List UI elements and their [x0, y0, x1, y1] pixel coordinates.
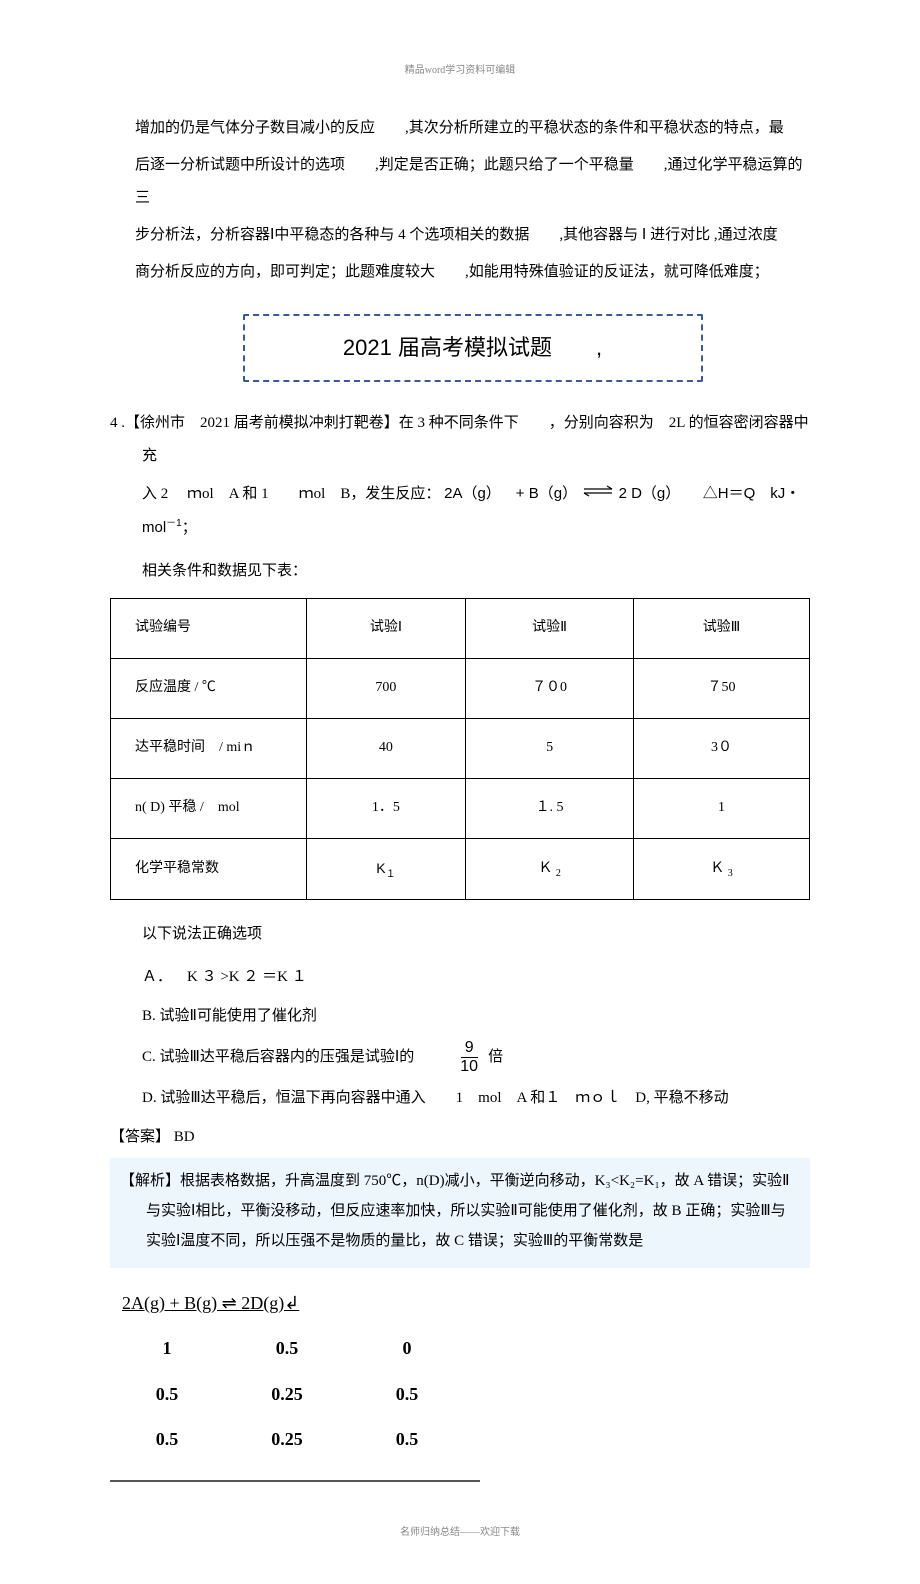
q4-stem-line-1: 4 .【徐州市 2021 届考前模拟冲刺打靶卷】在 3 种不同条件下 ，分别向容… — [110, 407, 810, 473]
eq-cell: 1 — [122, 1329, 212, 1369]
answer-label: 【答案】 BD — [110, 1121, 810, 1154]
k-label: Ｋ — [538, 861, 552, 876]
eq-cell: 0.5 — [122, 1420, 212, 1460]
fraction-denominator: 10 — [456, 1058, 482, 1076]
explain-line-1: 【解析】根据表格数据，升高温度到 750℃，n(D)减小，平衡逆向移动，K₃<K… — [120, 1166, 800, 1196]
eq-row: 1 0.5 0 — [122, 1329, 452, 1369]
explain-line-3: 实验Ⅰ温度不同，所以压强不是物质的量比，故 C 错误；实验Ⅲ的平衡常数是 — [120, 1226, 800, 1256]
q4-stem-line-2: 入 2 ｍol A 和 1 ｍol B，发生反应： 2A（g） + B（g） 2… — [110, 477, 810, 545]
th-3: 试验Ⅲ — [634, 599, 810, 659]
cell: 3０ — [634, 719, 810, 779]
cell: K１ — [306, 838, 465, 900]
k-sub: 2 — [556, 867, 561, 878]
th-2: 试验Ⅱ — [466, 599, 634, 659]
eq-cell: 0.5 — [122, 1375, 212, 1415]
eq-cell: 0.25 — [242, 1375, 332, 1415]
q4-stem-2b: 2A（g） + B（g） — [444, 485, 577, 502]
main-content: 增加的仍是气体分子数目减小的反应 ,其次分析所建立的平稳状态的条件和平稳状态的特… — [0, 112, 920, 1482]
fraction: 9 10 — [456, 1039, 482, 1075]
table-header-row: 试验编号 试验Ⅰ 试验Ⅱ 试验Ⅲ — [111, 599, 810, 659]
eq-header-row: 2A(g) + B(g) ⇌ 2D(g)↲ — [122, 1284, 452, 1324]
cell: 1．5 — [306, 778, 465, 838]
intro-line-4: 商分析反应的方向，即可判定；此题难度较大 ,如能用特殊值验证的反证法，就可降低难… — [135, 256, 810, 289]
option-c-pre: C. 试验Ⅲ达平稳后容器内的压强是试验Ⅰ的 — [142, 1041, 414, 1074]
explain-line-2: 与实验Ⅰ相比，平衡没移动，但反应速率加快，所以实验Ⅱ可能使用了催化剂，故 B 正… — [120, 1196, 800, 1226]
eq-cell: 0.5 — [362, 1420, 452, 1460]
cell: Ｋ 3 — [634, 838, 810, 900]
eq-header: 2A(g) + B(g) ⇌ 2D(g)↲ — [122, 1284, 432, 1324]
equilibrium-arrow-icon — [581, 478, 615, 511]
eq-row: 0.5 0.25 0.5 — [122, 1420, 452, 1460]
page-header-watermark: 精品word学习资料可编辑 — [0, 60, 920, 82]
cell: ７０0 — [466, 659, 634, 719]
q4-stem-sup: －1 — [166, 518, 182, 529]
option-c: C. 试验Ⅲ达平稳后容器内的压强是试验Ⅰ的 9 10 倍 — [110, 1039, 810, 1075]
eq-row: 0.5 0.25 0.5 — [122, 1375, 452, 1415]
eq-cell: 0.25 — [242, 1420, 332, 1460]
cell: Ｋ 2 — [466, 838, 634, 900]
cell: 5 — [466, 719, 634, 779]
option-d: D. 试验Ⅲ达平稳后，恒温下再向容器中通入 1 mol A 和１ ｍｏｌ D, … — [110, 1082, 810, 1115]
eq-cell: 0 — [362, 1329, 452, 1369]
k-sub: 3 — [728, 867, 733, 878]
section-title: 2021 届高考模拟试题 , — [343, 335, 602, 360]
k-label: K — [376, 860, 385, 876]
q4-stem-2d: ； — [182, 520, 197, 536]
cell: 40 — [306, 719, 465, 779]
cell: 化学平稳常数 — [111, 838, 307, 900]
intro-line-1: 增加的仍是气体分子数目减小的反应 ,其次分析所建立的平稳状态的条件和平稳状态的特… — [135, 112, 810, 145]
th-1: 试验Ⅰ — [306, 599, 465, 659]
explanation-box: 【解析】根据表格数据，升高温度到 750℃，n(D)减小，平衡逆向移动，K₃<K… — [110, 1158, 810, 1268]
table-row: 反应温度 / ℃ 700 ７０0 ７50 — [111, 659, 810, 719]
cell: 达平稳时间 / miｎ — [111, 719, 307, 779]
table-row: n( D) 平稳 / mol 1．5 １. 5 1 — [111, 778, 810, 838]
section-title-box: 2021 届高考模拟试题 , — [243, 314, 703, 382]
cell: １. 5 — [466, 778, 634, 838]
th-0: 试验编号 — [111, 599, 307, 659]
eq-cell: 0.5 — [362, 1375, 452, 1415]
q4-stem-2a: 入 2 ｍol A 和 1 ｍol B，发生反应： — [142, 486, 440, 502]
page-footer-watermark: 名师归纳总结——欢迎下载 — [0, 1522, 920, 1544]
cell: n( D) 平稳 / mol — [111, 778, 307, 838]
equilibrium-table: 2A(g) + B(g) ⇌ 2D(g)↲ 1 0.5 0 0.5 0.25 0… — [110, 1280, 480, 1482]
eq-cell: 0.5 — [242, 1329, 332, 1369]
table-row: 达平稳时间 / miｎ 40 5 3０ — [111, 719, 810, 779]
experiment-table: 试验编号 试验Ⅰ 试验Ⅱ 试验Ⅲ 反应温度 / ℃ 700 ７０0 ７50 达平… — [110, 598, 810, 900]
fraction-numerator: 9 — [461, 1039, 478, 1058]
option-a: Ａ． K ３ >K ２ ＝K １ — [110, 961, 810, 994]
table-row: 化学平稳常数 K１ Ｋ 2 Ｋ 3 — [111, 838, 810, 900]
k-sub: １ — [386, 868, 396, 879]
option-c-post: 倍 — [488, 1041, 503, 1074]
options-intro: 以下说法正确选项 — [110, 918, 810, 951]
cell: 反应温度 / ℃ — [111, 659, 307, 719]
intro-line-3: 步分析法，分析容器Ⅰ中平稳态的各种与 4 个选项相关的数据 ,其他容器与 Ⅰ 进… — [135, 219, 810, 252]
k-label: Ｋ — [710, 861, 724, 876]
cell: 700 — [306, 659, 465, 719]
option-b: B. 试验Ⅱ可能使用了催化剂 — [110, 1000, 810, 1033]
intro-line-2: 后逐一分析试题中所设计的选项 ,判定是否正确；此题只给了一个平稳量 ,通过化学平… — [135, 149, 810, 215]
cell: ７50 — [634, 659, 810, 719]
q4-stem-line-3: 相关条件和数据见下表： — [110, 555, 810, 588]
cell: 1 — [634, 778, 810, 838]
